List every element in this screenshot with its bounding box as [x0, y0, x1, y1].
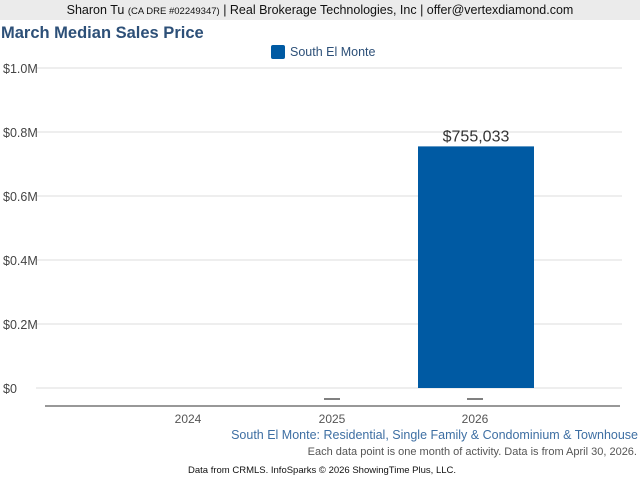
- y-tick-label: $1.0M: [3, 62, 38, 76]
- chart-title: March Median Sales Price: [1, 24, 204, 42]
- agent-license: (CA DRE #02249347): [127, 6, 220, 17]
- y-tick-label: $0: [3, 382, 17, 396]
- bar: [418, 146, 534, 388]
- agent-header: Sharon Tu (CA DRE #02249347) | Real Brok…: [0, 0, 640, 20]
- x-tick-label: 2025: [319, 412, 346, 426]
- y-tick-label: $0.8M: [3, 126, 38, 140]
- chart-subtitle: South El Monte: Residential, Single Fami…: [231, 428, 638, 442]
- y-tick-label: $0.2M: [3, 318, 38, 332]
- agent-name: Sharon Tu: [66, 3, 125, 17]
- legend-label: South El Monte: [290, 45, 376, 59]
- x-tick-label: 2024: [175, 412, 202, 426]
- y-tick-label: $0.6M: [3, 190, 38, 204]
- data-label: $755,033: [443, 128, 510, 145]
- x-tick-label: 2026: [462, 412, 489, 426]
- legend-swatch: [271, 45, 285, 59]
- data-credit: Data from CRMLS. InfoSparks © 2026 Showi…: [188, 465, 457, 476]
- data-note: Each data point is one month of activity…: [307, 446, 637, 458]
- y-tick-label: $0.4M: [3, 254, 38, 268]
- agent-company-email: | Real Brokerage Technologies, Inc | off…: [223, 3, 574, 17]
- legend-item[interactable]: South El Monte: [271, 45, 375, 59]
